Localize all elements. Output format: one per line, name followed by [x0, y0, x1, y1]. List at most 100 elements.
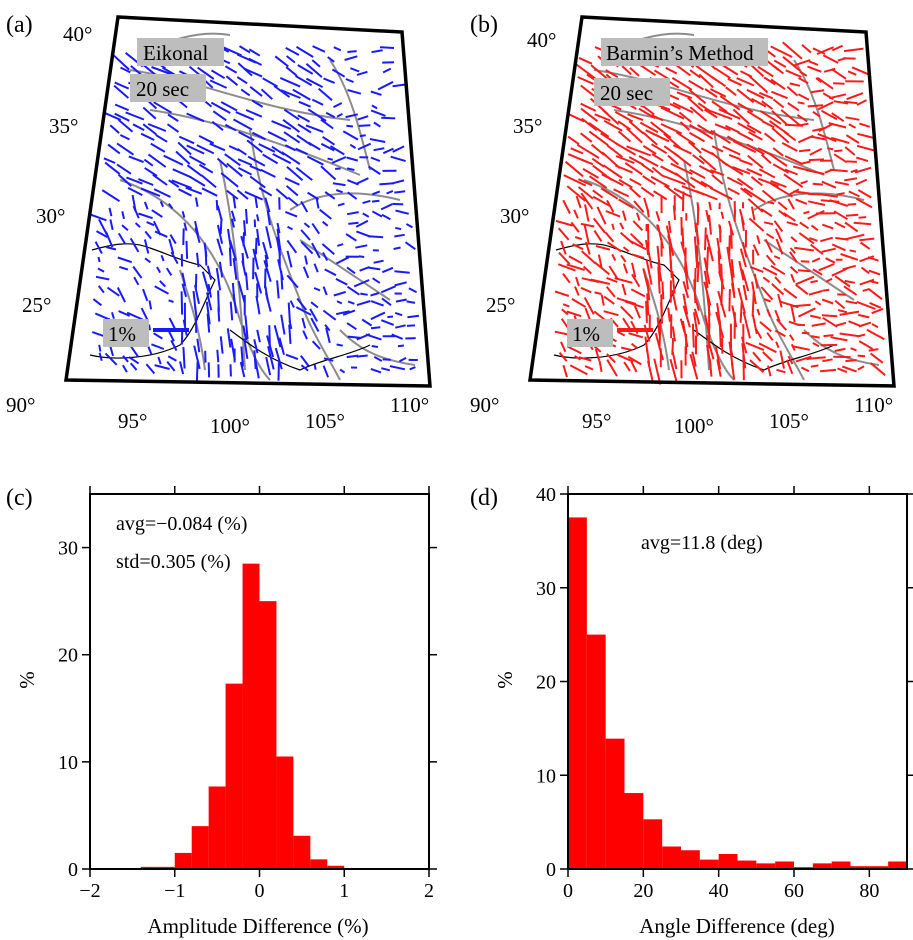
anisotropy-vector — [706, 246, 710, 271]
panel-c-letter: (c) — [6, 485, 33, 511]
anisotropy-vector — [615, 155, 635, 165]
anisotropy-vector — [627, 113, 644, 122]
anisotropy-vector — [850, 347, 857, 352]
anisotropy-vector — [571, 298, 587, 308]
anisotropy-vector — [711, 100, 728, 113]
anisotropy-vector — [347, 191, 358, 200]
anisotropy-vector — [337, 243, 344, 247]
anisotropy-vector — [667, 235, 675, 256]
anisotropy-vector — [619, 222, 625, 230]
anisotropy-vector — [857, 132, 874, 139]
anisotropy-vector — [333, 102, 343, 108]
anisotropy-vector — [821, 247, 836, 253]
hist-c-xtick-label-0: −2 — [79, 880, 100, 902]
anisotropy-vector — [566, 185, 587, 202]
anisotropy-vector — [342, 309, 356, 316]
anisotropy-vector — [196, 252, 200, 268]
anisotropy-vector — [371, 210, 383, 218]
anisotropy-vector — [605, 69, 619, 79]
anisotropy-vector — [562, 273, 571, 284]
anisotropy-vector — [392, 202, 404, 206]
anisotropy-vector — [300, 200, 309, 213]
anisotropy-vector — [140, 187, 161, 197]
anisotropy-vector — [118, 310, 130, 317]
anisotropy-vector — [647, 223, 650, 250]
anisotropy-vector — [693, 308, 701, 325]
anisotropy-vector — [237, 158, 253, 166]
anisotropy-vector — [253, 339, 259, 354]
anisotropy-vector — [704, 227, 707, 251]
anisotropy-vector — [671, 270, 676, 294]
anisotropy-vector — [368, 165, 381, 175]
anisotropy-vector — [237, 280, 246, 304]
anisotropy-vector — [243, 220, 247, 236]
anisotropy-vector — [228, 145, 240, 152]
anisotropy-vector — [615, 164, 633, 174]
anisotropy-vector — [821, 298, 834, 305]
anisotropy-vector — [834, 149, 843, 153]
anisotropy-vector — [767, 201, 775, 205]
panel-b-lon-tick-110: 110° — [854, 393, 893, 417]
anisotropy-vector — [333, 46, 342, 52]
anisotropy-vector — [219, 218, 223, 235]
anisotropy-vector — [409, 366, 416, 371]
anisotropy-vector — [236, 76, 248, 85]
anisotropy-vector — [783, 173, 804, 188]
anisotropy-vector — [186, 164, 203, 177]
anisotropy-vector — [782, 41, 803, 60]
anisotropy-vector — [600, 187, 619, 200]
anisotropy-vector — [580, 84, 596, 98]
anisotropy-vector — [379, 46, 395, 49]
anisotropy-vector — [606, 276, 618, 283]
anisotropy-vector — [125, 111, 145, 121]
anisotropy-vector — [848, 320, 861, 327]
anisotropy-vector — [347, 335, 361, 339]
anisotropy-vector — [574, 355, 582, 361]
anisotropy-vector — [284, 177, 300, 186]
anisotropy-vector — [829, 199, 849, 207]
anisotropy-vector — [760, 286, 774, 301]
anisotropy-vector — [839, 310, 860, 316]
anisotropy-vector — [370, 300, 384, 307]
anisotropy-vector — [825, 277, 833, 283]
anisotropy-vector — [856, 156, 869, 163]
anisotropy-vector — [94, 241, 103, 254]
hist-c-bar-1 — [157, 866, 175, 869]
anisotropy-vector — [592, 217, 606, 234]
anisotropy-vector — [691, 323, 695, 348]
anisotropy-vector — [834, 275, 851, 288]
anisotropy-vector — [101, 189, 121, 203]
anisotropy-vector — [773, 59, 787, 68]
panel-a-method-badge — [137, 38, 224, 66]
anisotropy-vector — [701, 131, 714, 140]
anisotropy-vector — [558, 352, 568, 362]
anisotropy-vector — [336, 343, 343, 347]
anisotropy-vector — [672, 101, 694, 114]
anisotropy-vector — [857, 313, 870, 319]
panel-a-lon-tick-110: 110° — [390, 393, 429, 417]
anisotropy-vector — [180, 291, 184, 315]
panel-d-avg-text: avg=11.8 (deg) — [641, 532, 763, 554]
anisotropy-vector — [748, 131, 763, 141]
anisotropy-vector — [324, 324, 331, 332]
anisotropy-vector — [175, 150, 191, 165]
anisotropy-vector — [181, 272, 187, 287]
anisotropy-vector — [91, 331, 105, 338]
anisotropy-vector — [671, 289, 678, 311]
anisotropy-vector — [230, 210, 236, 222]
anisotropy-vector — [310, 317, 320, 332]
anisotropy-vector — [244, 315, 249, 340]
anisotropy-vector — [789, 82, 801, 87]
anisotropy-vector — [742, 284, 748, 301]
anisotropy-vector — [168, 238, 175, 255]
anisotropy-vector — [274, 55, 289, 68]
anisotropy-vector — [831, 44, 844, 52]
anisotropy-vector — [356, 70, 368, 76]
panel-a-lon-tick-95: 95° — [118, 409, 147, 433]
anisotropy-vector — [358, 255, 365, 258]
anisotropy-vector — [766, 332, 774, 341]
anisotropy-vector — [392, 145, 405, 153]
anisotropy-vector — [796, 114, 808, 123]
anisotropy-vector — [295, 147, 308, 156]
anisotropy-vector — [817, 132, 837, 143]
